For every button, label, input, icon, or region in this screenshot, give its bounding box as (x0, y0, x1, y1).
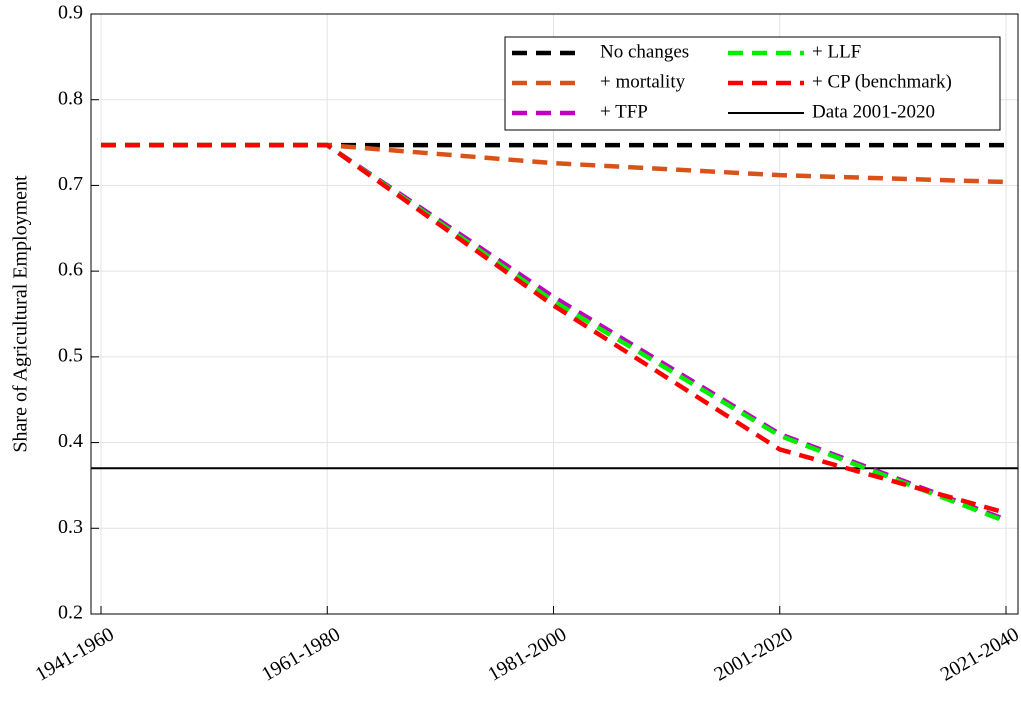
y-tick-label: 0.3 (58, 516, 83, 538)
legend-label: + CP (benchmark) (812, 71, 952, 92)
y-tick-label: 0.7 (58, 173, 83, 195)
y-tick-label: 0.5 (58, 344, 83, 366)
legend-label: + mortality (600, 71, 686, 92)
x-tick-label: 1961-1980 (258, 623, 344, 685)
plot-frame (90, 13, 1019, 615)
y-tick-label: 0.2 (58, 602, 83, 624)
y-tick-label: 0.9 (58, 2, 83, 24)
series-line (101, 142, 1007, 516)
x-tick-label: 2001-2020 (710, 623, 796, 685)
legend-label: + TFP (600, 101, 648, 122)
y-tick-label: 0.4 (58, 430, 83, 452)
y-tick-label: 0.6 (58, 259, 83, 281)
x-tick-label: 1941-1960 (32, 623, 118, 685)
legend-label: Data 2001-2020 (812, 101, 935, 122)
legend-label: + LLF (812, 41, 861, 62)
x-tick-label: 2021-2040 (937, 623, 1021, 685)
y-axis-label: Share of Agricultural Employment (10, 175, 32, 453)
y-tick-label: 0.8 (58, 87, 83, 109)
legend-label: No changes (600, 41, 689, 62)
x-tick-label: 1981-2000 (484, 623, 570, 685)
